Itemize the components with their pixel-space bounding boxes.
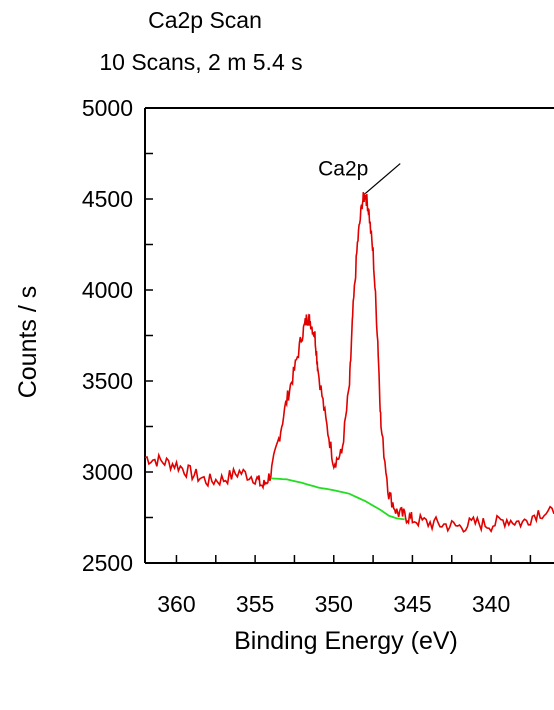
x-tick-label: 360 xyxy=(157,591,195,617)
y-tick-label: 3500 xyxy=(82,368,133,394)
y-tick-label: 2500 xyxy=(82,550,133,576)
chart-subtitle: 10 Scans, 2 m 5.4 s xyxy=(99,49,302,75)
y-axis-label: Counts / s xyxy=(14,286,42,399)
x-tick-label: 350 xyxy=(315,591,353,617)
y-tick-label: 4000 xyxy=(82,277,133,303)
background-line xyxy=(270,477,405,521)
series-layer xyxy=(144,192,554,534)
y-tick-label: 4500 xyxy=(82,186,133,212)
ticks: 360 355 350 345 340 2500 3000 3500 4000 4500 5000 xyxy=(82,95,532,617)
y-tick-label: 3000 xyxy=(82,459,133,485)
x-axis-label: Binding Energy (eV) xyxy=(234,627,458,655)
chart-title: Ca2p Scan xyxy=(148,7,262,33)
y-tick-label: 5000 xyxy=(82,95,133,121)
annotation-layer: Ca2p xyxy=(318,158,401,194)
annotation-leader-line xyxy=(364,163,401,194)
annotation-label: Ca2p xyxy=(318,158,368,181)
x-tick-label: 340 xyxy=(472,591,510,617)
x-tick-label: 355 xyxy=(236,591,274,617)
spectrum-line xyxy=(144,192,554,534)
x-tick-label: 345 xyxy=(393,591,431,617)
